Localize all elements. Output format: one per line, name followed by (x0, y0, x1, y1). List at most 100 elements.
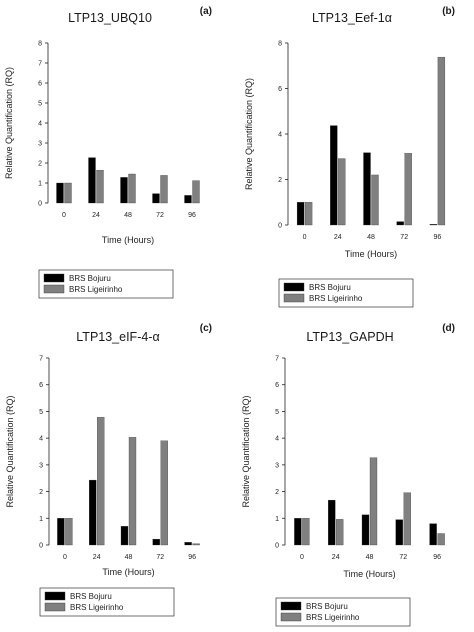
legend-swatch (283, 293, 305, 303)
y-axis-label: Relative Quantification (RQ) (241, 395, 251, 507)
y-tick-label: 8 (38, 41, 42, 48)
x-tick-label: 96 (188, 554, 196, 561)
y-tick-label: 4 (39, 436, 43, 443)
x-tick-label: 48 (367, 234, 375, 241)
bar (429, 224, 438, 226)
bar (120, 177, 128, 204)
bar (403, 492, 411, 546)
bar (361, 514, 370, 546)
bar (296, 202, 305, 226)
y-tick-label: 8 (278, 41, 282, 48)
y-tick-label: 1 (275, 516, 279, 523)
legend-label: BRS Ligeirinho (306, 613, 360, 622)
bar (429, 523, 437, 546)
y-tick-label: 6 (38, 81, 42, 88)
bar (88, 157, 96, 204)
bar (304, 202, 313, 226)
y-tick-label: 5 (38, 101, 42, 108)
bar (152, 193, 160, 204)
x-axis-label: Time (Hours) (343, 569, 395, 579)
bar (336, 519, 344, 546)
y-tick-label: 1 (38, 181, 42, 188)
legend-swatch (280, 601, 302, 611)
bar (437, 56, 446, 226)
y-tick-label: 2 (39, 489, 43, 496)
x-tick-label: 48 (125, 554, 133, 561)
bar (330, 125, 338, 226)
y-tick-label: 6 (278, 86, 282, 93)
y-tick-label: 4 (275, 436, 279, 443)
x-tick-label: 0 (303, 234, 307, 241)
x-tick-label: 24 (92, 212, 100, 219)
bar (302, 518, 310, 546)
bar (369, 457, 378, 546)
bar (160, 440, 168, 546)
y-tick-label: 6 (275, 382, 279, 389)
y-tick-label: 2 (275, 489, 279, 496)
bar (128, 173, 136, 204)
x-tick-label: 96 (433, 554, 441, 561)
x-tick-label: 0 (63, 554, 67, 561)
x-tick-label: 0 (62, 212, 66, 219)
panel-title: LTP13_GAPDH (306, 330, 393, 344)
x-axis-label: Time (Hours) (102, 567, 154, 577)
y-tick-label: 7 (39, 356, 43, 363)
legend-label: BRS Bojuru (306, 602, 348, 611)
y-tick-label: 6 (39, 382, 43, 389)
bar (363, 152, 371, 226)
bar (396, 221, 404, 226)
legend-swatch (44, 602, 66, 612)
x-axis-label: Time (Hours) (102, 235, 154, 245)
panel-letter: (d) (442, 323, 455, 334)
legend-label: BRS Bojuru (309, 283, 351, 292)
x-tick-label: 96 (434, 234, 442, 241)
bar (56, 182, 64, 204)
y-tick-label: 1 (39, 516, 43, 523)
panel-title: LTP13_UBQ10 (68, 11, 152, 25)
bar (89, 479, 97, 546)
panel-a: LTP13_UBQ10 (a) 0 1 2 3 4 5 6 7 8 Relative Quanti… (4, 6, 212, 299)
bar (437, 533, 445, 546)
x-tick-label: 72 (156, 554, 164, 561)
bar (338, 158, 346, 226)
y-tick-label: 3 (275, 462, 279, 469)
panel-title: LTP13_eIF-4-α (76, 330, 159, 344)
bar (192, 180, 200, 204)
x-tick-label: 72 (156, 212, 164, 219)
bar (404, 153, 412, 226)
panel-letter: (a) (200, 6, 212, 17)
y-tick-label: 0 (278, 223, 282, 230)
bar (294, 518, 302, 546)
y-tick-label: 0 (39, 543, 43, 550)
y-tick-label: 2 (278, 177, 282, 184)
y-tick-label: 5 (39, 409, 43, 416)
legend-swatch (44, 591, 66, 601)
y-axis-label: Relative Quantification (RQ) (5, 395, 15, 507)
bar (184, 542, 192, 546)
legend-label: BRS Bojuru (69, 274, 111, 283)
bar (395, 519, 403, 546)
panel-d: LTP13_GAPDH (d) 0 1 2 3 4 5 6 7 Relative Quantif… (241, 323, 455, 627)
y-tick-label: 2 (38, 161, 42, 168)
y-axis-label: Relative Quantification (RQ) (4, 67, 14, 179)
panel-title: LTP13_Eef-1α (312, 11, 392, 25)
y-tick-label: 0 (38, 201, 42, 208)
legend-label: BRS Ligeirinho (69, 285, 123, 294)
y-tick-label: 3 (39, 462, 43, 469)
y-tick-label: 7 (38, 61, 42, 68)
y-tick-label: 0 (275, 543, 279, 550)
bar (64, 182, 72, 204)
bar (120, 526, 129, 546)
x-tick-label: 96 (188, 212, 196, 219)
x-tick-label: 48 (366, 554, 374, 561)
bar (184, 195, 192, 204)
bar (128, 437, 137, 546)
x-tick-label: 72 (399, 554, 407, 561)
y-tick-label: 3 (38, 141, 42, 148)
bar (97, 417, 105, 546)
x-tick-label: 24 (332, 554, 340, 561)
bar (160, 175, 168, 204)
legend-label: BRS Ligeirinho (309, 294, 363, 303)
bar (192, 543, 200, 546)
